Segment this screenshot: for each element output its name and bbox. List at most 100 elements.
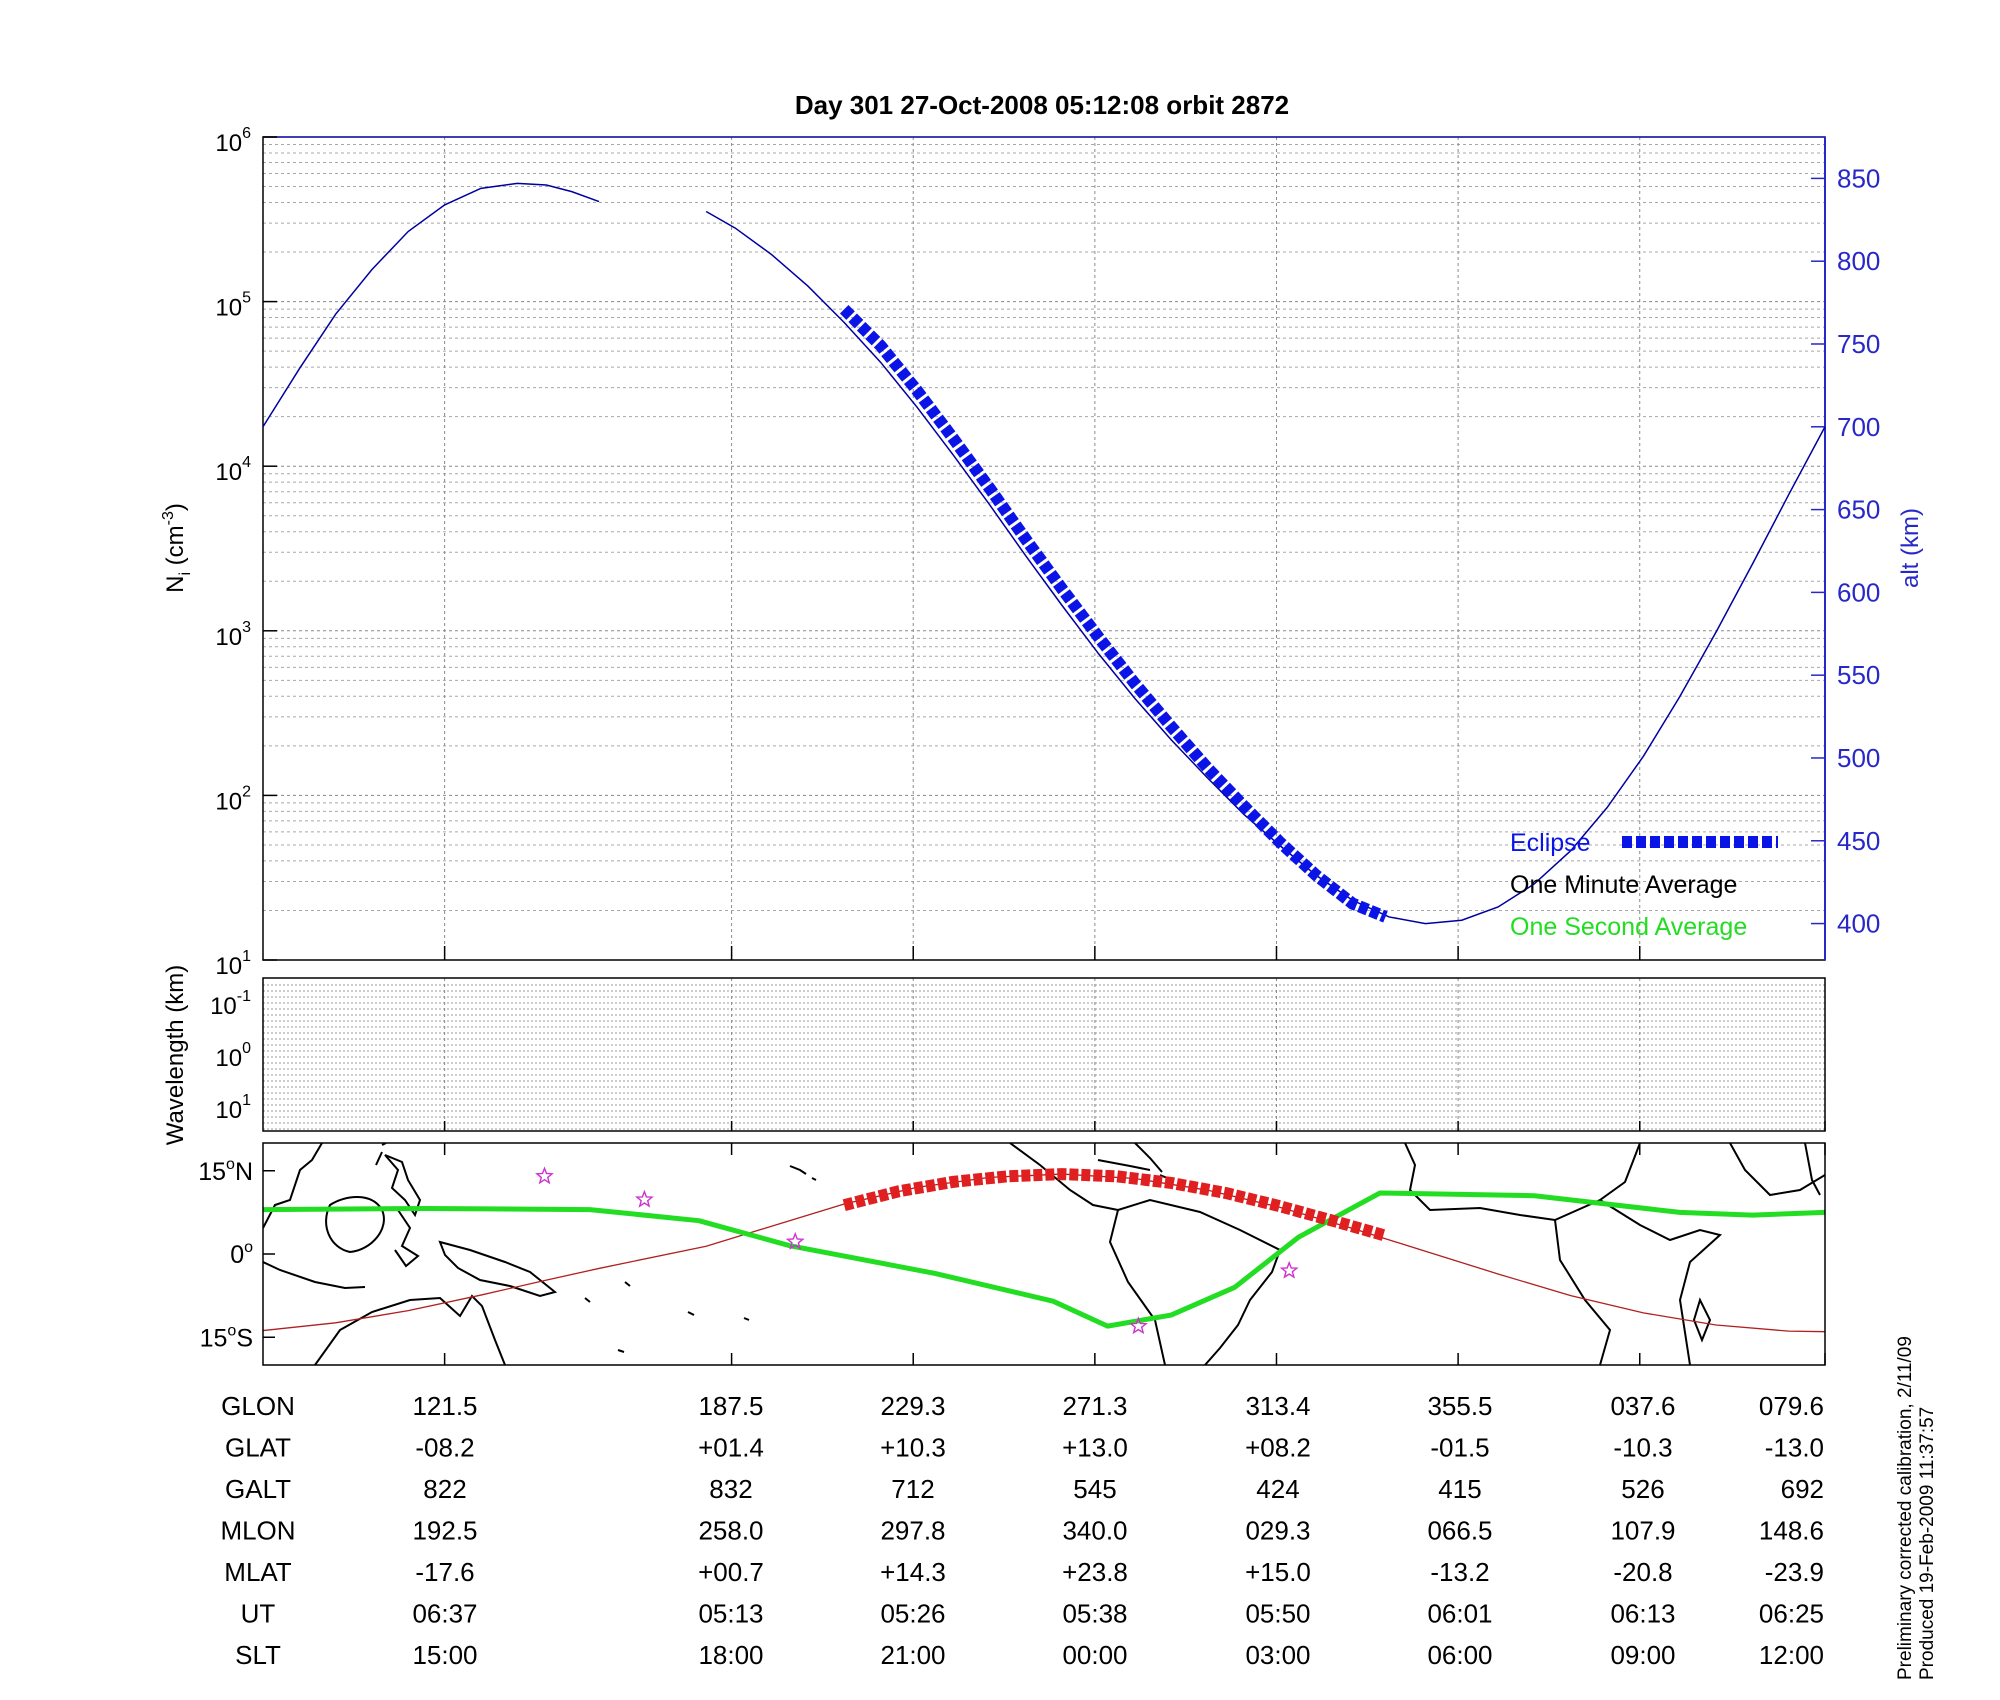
table-cell: -13.2	[1430, 1557, 1489, 1587]
star-marker	[1128, 1316, 1148, 1335]
star-marker	[1279, 1260, 1299, 1279]
altitude-tick-labels: 850 800 750 700 650 600 550 500 450 400	[1811, 163, 1880, 939]
latitude-tick-label: 15oN	[198, 1156, 253, 1186]
table-cell: 00:00	[1062, 1640, 1127, 1670]
altitude-line	[262, 182, 600, 428]
table-cell: +01.4	[698, 1433, 764, 1463]
map-panel-frame	[262, 1142, 1826, 1366]
density-tick-label: 102	[215, 783, 251, 815]
eclipse-line	[839, 304, 1388, 923]
coast-central-america	[1009, 1143, 1119, 1211]
wavelength-panel: 10-1 100 101 Wavelength (km)	[162, 965, 1826, 1146]
table-cell: -01.5	[1430, 1433, 1489, 1463]
table-row-label: UT	[241, 1599, 276, 1629]
table-cell: 06:37	[412, 1599, 477, 1629]
table-cell: 258.0	[698, 1516, 763, 1546]
table-cell: 05:26	[880, 1599, 945, 1629]
wavelength-grid	[263, 978, 1826, 1131]
table-row-label: SLT	[235, 1640, 281, 1670]
latitude-tick-label: 0o	[230, 1239, 253, 1269]
table-cell: -17.6	[415, 1557, 474, 1587]
altitude-tick-label: 750	[1837, 329, 1880, 359]
table-cell: 355.5	[1427, 1391, 1492, 1421]
wavelength-tick-label: 100	[215, 1040, 251, 1072]
altitude-tick-label: 400	[1837, 909, 1880, 939]
table-cell: 05:13	[698, 1599, 763, 1629]
table-cell: +10.3	[880, 1433, 946, 1463]
wavelength-y-axis-label: Wavelength (km)	[162, 965, 189, 1146]
star-marker	[785, 1231, 805, 1250]
table-cell: 526	[1621, 1474, 1664, 1504]
table-cell: 822	[423, 1474, 466, 1504]
altitude-tick-label: 800	[1837, 246, 1880, 276]
table-cell: 271.3	[1062, 1391, 1127, 1421]
table-cell: 692	[1781, 1474, 1824, 1504]
table-cell: 18:00	[698, 1640, 763, 1670]
table-cell: 340.0	[1062, 1516, 1127, 1546]
table-cell: 107.9	[1610, 1516, 1675, 1546]
coast-north-america-east	[1134, 1143, 1163, 1173]
altitude-tick-label: 700	[1837, 412, 1880, 442]
density-tick-label: 106	[215, 125, 251, 157]
table-row-label: GLON	[221, 1391, 295, 1421]
table-row-label: GALT	[225, 1474, 291, 1504]
coast-sulawesi	[394, 1209, 420, 1268]
table-cell: 121.5	[412, 1391, 477, 1421]
footer-produced-date: Produced 19-Feb-2009 11:37:57	[1917, 1407, 1938, 1680]
density-series	[262, 182, 1826, 925]
table-cell: 06:01	[1427, 1599, 1492, 1629]
coast-pacific-islands	[584, 1281, 750, 1353]
density-tick-label: 103	[215, 619, 251, 651]
table-cell: 415	[1438, 1474, 1481, 1504]
table-cell: 05:50	[1245, 1599, 1310, 1629]
table-cell: -10.3	[1613, 1433, 1672, 1463]
chart-title: Day 301 27-Oct-2008 05:12:08 orbit 2872	[795, 90, 1289, 120]
legend: Eclipse One Minute Average One Second Av…	[1510, 829, 1778, 941]
wavelength-tick-label: 101	[215, 1092, 251, 1124]
map-panel: 15oN 0o 15oS	[198, 1142, 1826, 1366]
ephemeris-table: GLON 121.5 187.5 229.3 271.3 313.4 355.5 037.6 0…	[220, 1391, 1824, 1670]
table-cell: 037.6	[1610, 1391, 1675, 1421]
table-cell: 148.6	[1759, 1516, 1824, 1546]
density-grid	[263, 137, 1826, 960]
latitude-tick-label: 15oS	[200, 1322, 253, 1352]
altitude-tick-label: 600	[1837, 577, 1880, 607]
coast-japan-taiwan	[375, 1143, 387, 1166]
legend-one-second-label: One Second Average	[1510, 913, 1747, 941]
coast-indochina	[263, 1143, 323, 1229]
coast-new-guinea	[438, 1240, 558, 1298]
table-cell: -23.9	[1765, 1557, 1824, 1587]
altitude-axis-label: alt (km)	[1897, 508, 1924, 588]
table-cell: 192.5	[412, 1516, 477, 1546]
table-cell: 05:38	[1062, 1599, 1127, 1629]
table-cell: +13.0	[1062, 1433, 1128, 1463]
star-marker	[535, 1166, 554, 1185]
density-y-tick-labels: 106 105 104 103 102 101	[215, 125, 277, 980]
table-cell: 21:00	[880, 1640, 945, 1670]
table-cell: 229.3	[880, 1391, 945, 1421]
table-cell: 712	[891, 1474, 934, 1504]
table-cell: -13.0	[1765, 1433, 1824, 1463]
density-tick-label: 105	[215, 290, 251, 322]
legend-one-minute-label: One Minute Average	[1510, 871, 1737, 899]
table-cell: -08.2	[415, 1433, 474, 1463]
altitude-tick-label: 450	[1837, 826, 1880, 856]
coast-sumatra-java	[263, 1261, 366, 1290]
coast-india-madagascar	[1692, 1143, 1821, 1343]
table-cell: 187.5	[698, 1391, 763, 1421]
coast-africa	[1404, 1143, 1723, 1365]
wavelength-panel-frame	[262, 977, 1826, 1132]
table-cell: 297.8	[880, 1516, 945, 1546]
table-cell: 313.4	[1245, 1391, 1310, 1421]
density-tick-label: 104	[215, 454, 251, 486]
table-cell: 09:00	[1610, 1640, 1675, 1670]
altitude-tick-label: 850	[1837, 163, 1880, 193]
coast-south-america	[1108, 1198, 1282, 1365]
coast-hawaii	[789, 1165, 817, 1181]
table-cell: 06:13	[1610, 1599, 1675, 1629]
table-cell: 12:00	[1759, 1640, 1824, 1670]
table-row-label: GLAT	[225, 1433, 291, 1463]
table-cell: +23.8	[1062, 1557, 1128, 1587]
coastlines	[263, 1143, 1825, 1365]
star-marker	[634, 1189, 654, 1208]
